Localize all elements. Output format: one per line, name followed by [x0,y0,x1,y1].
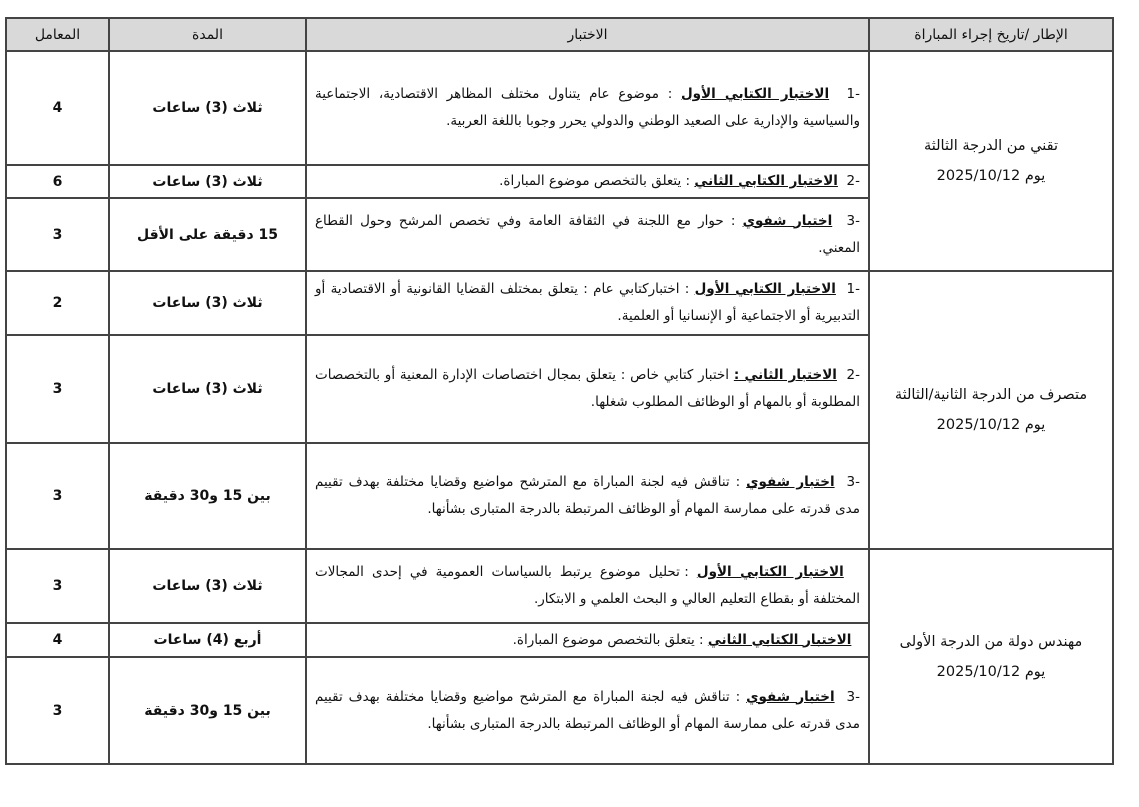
coefficient-cell: 4 [5,50,110,166]
header-exam: الاختبار [305,17,870,52]
exam-cell: -1 الاختبار الكتابي الأول : اختباركتابي … [305,270,870,336]
duration-cell: ثلاث (3) ساعات [108,334,307,444]
exam-title: الاختبار الكتابي الأول [696,564,844,580]
exam-title: الاختبار الكتابي الثاني [694,173,838,189]
table-row: -3 اختبار شفوي : حوار مع اللجنة في الثقا… [5,197,1113,272]
exam-description: اختبار كتابي خاص : يتعلق بمجال اختصاصات … [315,367,860,410]
exam-cell: -3 اختبار شفوي : تناقش فيه لجنة المباراة… [305,442,870,550]
frame-title: مهندس دولة من الدرجة الأولى [899,633,1083,650]
frame-cell: متصرف من الدرجة الثانية/الثالثة يوم 2025… [868,270,1114,550]
exam-cell: -3 اختبار شفوي : حوار مع اللجنة في الثقا… [305,197,870,272]
exam-description: : يتعلق بالتخصص موضوع المباراة. [512,631,704,648]
coefficient-cell: 3 [5,442,110,550]
duration-cell: أربع (4) ساعات [108,622,307,658]
exam-number: -2 [846,173,860,189]
exam-description: : تناقش فيه لجنة المباراة مع المترشح موا… [315,474,860,517]
duration-cell: ثلاث (3) ساعات [108,164,307,199]
frame-date: يوم 2025/10/12 [936,663,1046,680]
header-duration: المدة [108,17,307,52]
exam-description: : يتعلق بالتخصص موضوع المباراة. [499,173,691,189]
exam-cell: -2 الاختبار الثاني : اختبار كتابي خاص : … [305,334,870,444]
frame-date: يوم 2025/10/12 [936,417,1046,433]
coefficient-cell: 3 [5,548,110,624]
duration-cell: 15 دقيقة على الأقل [108,197,307,272]
table-row: الاختبار الكتابي الثاني : يتعلق بالتخصص … [5,622,1113,658]
coefficient-cell: 3 [5,656,110,765]
exam-number: -1 [846,281,860,297]
exam-title: الاختبار الثاني : [733,367,837,383]
duration-cell: ثلاث (3) ساعات [108,270,307,336]
exam-description: : تناقش فيه لجنة المباراة مع المترشح موا… [315,688,860,732]
exam-number: -3 [846,688,860,705]
frame-cell: مهندس دولة من الدرجة الأولى يوم 2025/10/… [868,548,1114,765]
header-coefficient: المعامل [5,17,110,52]
coefficient-cell: 4 [5,622,110,658]
exam-title: الاختبار الكتابي الأول [694,281,836,297]
frame-cell: تقني من الدرجة الثالثة يوم 2025/10/12 [868,50,1114,272]
table-row: -2 الاختبار الكتابي الثاني : يتعلق بالتخ… [5,164,1113,199]
exam-title: اختبار شفوي [746,474,835,490]
exam-number: -1 [846,86,860,102]
table-row: -3 اختبار شفوي : تناقش فيه لجنة المباراة… [5,656,1113,765]
table-row: تقني من الدرجة الثالثة يوم 2025/10/12 -1… [5,50,1114,272]
header-row: الإطار /تاريخ إجراء المباراة الاختبار ال… [5,17,1114,52]
table-row: مهندس دولة من الدرجة الأولى يوم 2025/10/… [5,548,1114,765]
exam-title: الاختبار الكتابي الثاني [707,631,852,648]
exam-description: : موضوع عام يتناول مختلف المظاهر الاقتصا… [315,86,860,129]
frame-date: يوم 2025/10/12 [936,168,1046,184]
duration-cell: بين 15 و30 دقيقة [108,656,307,765]
coefficient-cell: 3 [5,197,110,272]
duration-cell: ثلاث (3) ساعات [108,50,307,166]
header-frame: الإطار /تاريخ إجراء المباراة [868,17,1114,52]
exam-cell: -3 اختبار شفوي : تناقش فيه لجنة المباراة… [305,656,870,765]
exam-cell: -2 الاختبار الكتابي الثاني : يتعلق بالتخ… [305,164,870,199]
coefficient-cell: 6 [5,164,110,199]
duration-cell: ثلاث (3) ساعات [108,548,307,624]
duration-cell: بين 15 و30 دقيقة [108,442,307,550]
coefficient-cell: 2 [5,270,110,336]
exam-cell: الاختبار الكتابي الثاني : يتعلق بالتخصص … [305,622,870,658]
exam-title: الاختبار الكتابي الأول [680,86,830,102]
exam-description: : تحليل موضوع يرتبط بالسياسات العمومية ف… [315,564,860,607]
exam-title: اختبار شفوي [746,688,835,705]
exam-number: -3 [846,212,860,229]
table-row: -2 الاختبار الثاني : اختبار كتابي خاص : … [5,334,1113,444]
exam-title: اختبار شفوي [742,212,833,229]
exam-description: : حوار مع اللجنة في الثقافة العامة وفي ت… [315,212,860,256]
exam-schedule-table: الإطار /تاريخ إجراء المباراة الاختبار ال… [5,17,1114,765]
table-row: -3 اختبار شفوي : تناقش فيه لجنة المباراة… [5,442,1113,550]
table-row: متصرف من الدرجة الثانية/الثالثة يوم 2025… [5,270,1114,550]
exam-number: -2 [846,367,861,383]
frame-title: متصرف من الدرجة الثانية/الثالثة [894,387,1088,403]
coefficient-cell: 3 [5,334,110,444]
exam-cell: الاختبار الكتابي الأول : تحليل موضوع يرت… [305,548,870,624]
exam-number: -3 [846,474,860,490]
exam-description: : اختباركتابي عام : يتعلق بمختلف القضايا… [315,281,860,324]
exam-cell: -1 الاختبار الكتابي الأول : موضوع عام يت… [305,50,870,166]
frame-title: تقني من الدرجة الثالثة [923,138,1059,154]
